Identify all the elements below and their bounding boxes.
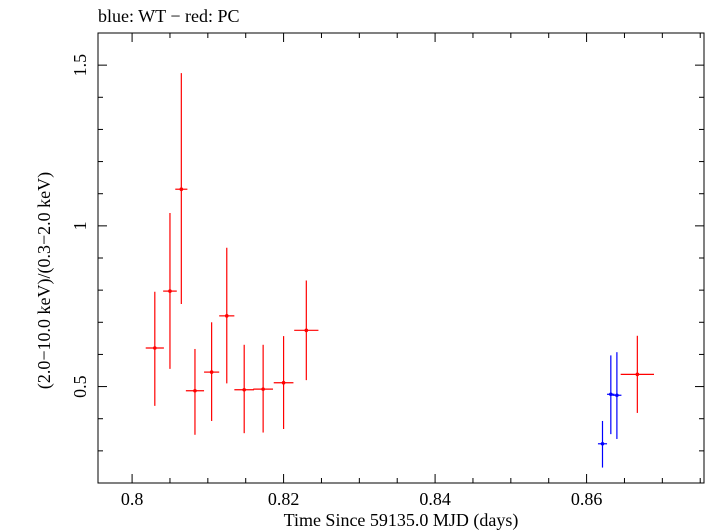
- data-point: [179, 187, 184, 192]
- chart-title: blue: WT − red: PC: [98, 6, 239, 26]
- data-point: [209, 370, 214, 374]
- data-point: [615, 393, 619, 398]
- data-marks: [145, 73, 655, 468]
- y-axis-label: (2.0−10.0 keV)/(0.3−2.0 keV): [34, 172, 55, 389]
- data-point: [242, 387, 246, 392]
- data-point: [609, 392, 613, 397]
- data-point: [281, 380, 286, 385]
- x-tick-label: 0.86: [571, 489, 603, 509]
- data-point: [193, 388, 197, 393]
- series-pc: [145, 73, 655, 435]
- data-point: [635, 372, 640, 377]
- data-point: [304, 328, 309, 333]
- plot-frame: [97, 32, 705, 484]
- data-point: [153, 346, 157, 350]
- x-tick-label: 0.82: [268, 489, 300, 509]
- axes: 0.8 0.82 0.84 0.86 0.5 1 1.5: [70, 33, 704, 509]
- x-tick-label: 0.8: [121, 489, 144, 509]
- data-point: [224, 314, 229, 318]
- x-tick-label: 0.84: [419, 489, 451, 509]
- series-wt: [597, 352, 622, 468]
- data-point: [261, 387, 265, 391]
- x-axis-label: Time Since 59135.0 MJD (days): [284, 510, 519, 531]
- y-tick-label: 1.5: [70, 54, 90, 77]
- y-tick-label: 1: [70, 221, 90, 230]
- y-tick-label: 0.5: [70, 375, 90, 398]
- data-point: [600, 441, 605, 446]
- data-point: [168, 289, 172, 293]
